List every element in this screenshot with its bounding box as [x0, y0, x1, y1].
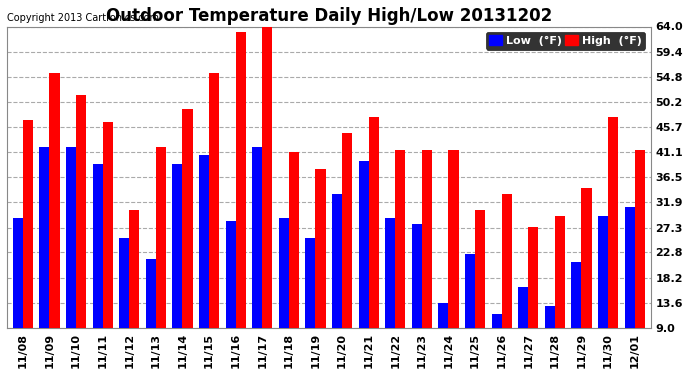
Bar	[199, 155, 209, 328]
Bar	[50, 73, 59, 328]
Bar	[13, 218, 23, 328]
Bar	[555, 216, 565, 328]
Bar	[544, 306, 555, 328]
Bar	[608, 117, 618, 328]
Bar	[146, 260, 156, 328]
Bar	[92, 164, 103, 328]
Bar	[306, 237, 315, 328]
Text: Copyright 2013 Cartronics.com: Copyright 2013 Cartronics.com	[7, 13, 159, 24]
Bar	[262, 27, 273, 328]
Bar	[172, 164, 182, 328]
Title: Outdoor Temperature Daily High/Low 20131202: Outdoor Temperature Daily High/Low 20131…	[106, 7, 552, 25]
Bar	[385, 218, 395, 328]
Bar	[23, 120, 33, 328]
Bar	[209, 73, 219, 328]
Bar	[289, 152, 299, 328]
Bar	[448, 150, 459, 328]
Bar	[226, 221, 236, 328]
Bar	[103, 122, 112, 328]
Bar	[635, 150, 644, 328]
Bar	[582, 188, 591, 328]
Bar	[438, 303, 449, 328]
Bar	[236, 32, 246, 328]
Bar	[475, 210, 485, 328]
Bar	[368, 117, 379, 328]
Bar	[129, 210, 139, 328]
Bar	[395, 150, 405, 328]
Bar	[598, 216, 608, 328]
Bar	[571, 262, 582, 328]
Bar	[518, 287, 529, 328]
Bar	[491, 314, 502, 328]
Bar	[76, 95, 86, 328]
Bar	[279, 218, 289, 328]
Bar	[465, 254, 475, 328]
Bar	[182, 109, 193, 328]
Bar	[315, 169, 326, 328]
Bar	[624, 207, 635, 328]
Bar	[422, 150, 432, 328]
Bar	[66, 147, 76, 328]
Bar	[529, 226, 538, 328]
Bar	[156, 147, 166, 328]
Bar	[252, 147, 262, 328]
Bar	[502, 194, 512, 328]
Bar	[39, 147, 50, 328]
Legend: Low  (°F), High  (°F): Low (°F), High (°F)	[486, 32, 645, 50]
Bar	[342, 134, 352, 328]
Bar	[119, 237, 129, 328]
Bar	[359, 161, 368, 328]
Bar	[332, 194, 342, 328]
Bar	[412, 224, 422, 328]
